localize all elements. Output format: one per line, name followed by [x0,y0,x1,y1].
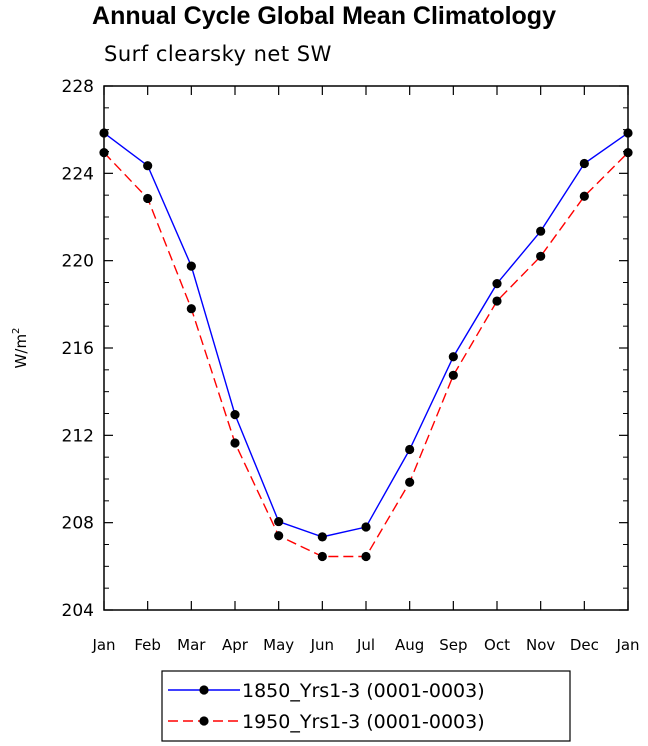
series-1-point [143,161,153,171]
series-1-point [186,261,196,271]
legend-label-1: 1850_Yrs1-3 (0001-0003) [242,680,485,702]
series-2-point [186,304,196,314]
series-1-point [317,532,327,542]
series-2-point [317,551,327,562]
series-1-point [274,516,284,527]
series-2-point [448,370,458,380]
series-1-point [579,158,589,169]
series-1-point [492,278,502,289]
x-tick-label: Jul [356,636,375,654]
y-tick-label: 220 [62,252,94,272]
series-2-point [143,193,153,204]
series-2-point [536,251,546,261]
x-tick-label: Dec [570,636,599,654]
y-tick-label: 224 [62,164,94,184]
x-tick-label: May [263,636,294,654]
x-tick-label: Jan [615,636,639,654]
y-tick-labels: 204 208 212 216 220 224 228 [62,77,94,621]
chart-title: Annual Cycle Global Mean Climatology [92,2,556,30]
series-2-point [361,551,371,562]
x-tick-label: Jun [310,636,334,654]
series-line-1 [103,132,629,538]
plot-frame [103,85,629,611]
legend-box [161,670,571,742]
x-tick-label: Mar [177,636,206,654]
x-tick-label: Apr [222,636,249,654]
series-layer [99,128,633,562]
series-2-point [579,191,589,201]
x-tick-label: Jan [91,636,115,654]
y-tick-label: 204 [62,601,94,621]
y-tick-label: 212 [62,426,94,446]
series-1-point [405,444,415,455]
y-tick-label: 208 [62,514,94,534]
series-1-point [536,226,546,236]
y-tick-label: 228 [62,77,94,97]
x-tick-label: Feb [134,636,161,654]
series-2-point [274,531,284,541]
x-tick-label: Aug [395,636,424,654]
legend-marker-2 [199,716,209,726]
x-tick-labels: Jan Feb Mar Apr May Jun Jul Aug Sep Oct Nov Dec Jan [91,636,639,654]
y-tick-label: 216 [62,339,94,359]
series-2-point [492,296,502,306]
y-axis-label: W/m2 [11,328,30,369]
axis-ticks [103,85,629,611]
series-2-point [405,477,415,487]
legend: 1850_Yrs1-3 (0001-0003) 1950_Yrs1-3 (0001… [161,670,571,742]
chart-subtitle: Surf clearsky net SW [104,42,332,66]
legend-label-2: 1950_Yrs1-3 (0001-0003) [242,711,485,733]
series-line-2 [103,152,629,558]
x-tick-label: Sep [439,636,467,654]
x-tick-label: Nov [526,636,555,654]
x-tick-label: Oct [484,636,510,654]
series-2-point [230,438,240,448]
legend-marker-1 [199,685,209,695]
series-1-point [448,352,458,362]
series-1-point [230,409,240,420]
series-1-point [361,522,371,532]
